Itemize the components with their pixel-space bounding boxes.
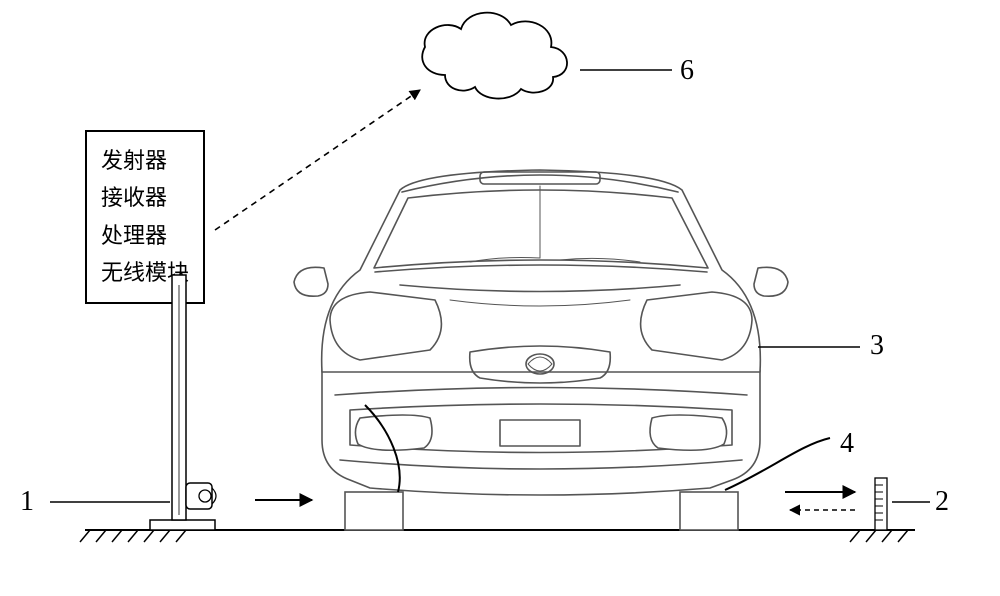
car-windshield — [374, 190, 708, 268]
car-mirror-left — [294, 267, 328, 296]
car-tire-left — [345, 492, 403, 530]
cloud-icon — [422, 13, 567, 99]
car-tire-right — [680, 492, 738, 530]
fog-pocket-right — [650, 415, 727, 450]
car-front-view — [294, 170, 788, 530]
car-headlight-right — [641, 292, 752, 360]
ground-hatching — [80, 530, 908, 542]
left-sensor-post — [150, 275, 216, 530]
sensor-head-icon — [186, 483, 216, 509]
car-headlight-left — [330, 292, 441, 360]
diagram-canvas — [0, 0, 1000, 596]
fog-pocket-left — [355, 415, 432, 450]
right-reflector-icon — [875, 478, 887, 530]
car-mirror-right — [754, 267, 788, 296]
arrow-box-to-cloud — [215, 90, 420, 230]
